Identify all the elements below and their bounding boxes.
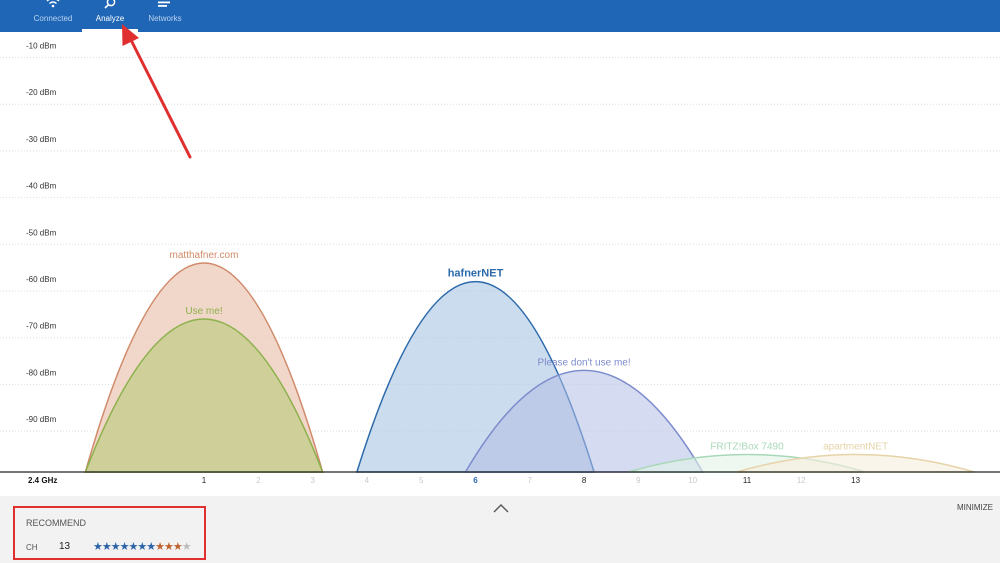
y-tick-label: -30 dBm: [26, 135, 57, 144]
x-tick-label: 5: [419, 476, 424, 485]
x-tick-label: 1: [202, 476, 207, 485]
rating-star-icon: ★: [172, 541, 183, 553]
network-labels: matthafner.com Use me! hafnerNET Please don…: [170, 250, 889, 452]
rating-star-icon: ★: [110, 541, 121, 553]
rating-star-icon: ★: [155, 541, 165, 553]
network-label-fritz-box-7490: FRITZ!Box 7490: [710, 441, 784, 452]
minimize-button[interactable]: MINIMIZE: [957, 503, 993, 512]
x-tick-label: 4: [365, 476, 370, 485]
top-nav-bar: Connected Analyze Networks: [0, 0, 1000, 32]
y-tick-label: -70 dBm: [26, 322, 57, 331]
network-curve-use-me[interactable]: [84, 318, 324, 473]
x-tick-label: 9: [636, 476, 641, 485]
rating-star-icon: ★: [137, 541, 147, 553]
y-tick-label: -10 dBm: [26, 42, 57, 51]
y-tick-label: -20 dBm: [26, 88, 57, 97]
nav-networks-label: Networks: [148, 14, 182, 23]
channel-rating-stars: ★★★★★★★★★★★: [93, 540, 192, 553]
nav-connected-label: Connected: [33, 14, 73, 23]
x-tick-label: 7: [528, 476, 533, 485]
x-tick-label: 6: [473, 476, 478, 485]
recommend-label: RECOMMEND: [26, 518, 86, 528]
y-tick-label: -80 dBm: [26, 368, 57, 377]
x-tick-label: 10: [688, 476, 697, 485]
network-label-hafnernet: hafnerNET: [448, 268, 504, 280]
y-tick-label: -40 dBm: [26, 182, 57, 191]
y-tick-label: -60 dBm: [26, 275, 57, 284]
analyze-search-icon: [80, 0, 140, 10]
x-tick-label: 11: [743, 476, 752, 485]
channel-analyzer-chart: matthafner.com Use me! hafnerNET Please don…: [0, 42, 1000, 485]
chart-axes: -10 dBm -20 dBm -30 dBm -40 dBm -50 dBm -60 d…: [0, 42, 1000, 485]
rating-star-icon: ★: [128, 541, 139, 553]
x-tick-label: 2: [256, 476, 261, 485]
nav-analyze[interactable]: Analyze: [80, 0, 140, 32]
rating-star-icon: ★: [119, 541, 130, 553]
y-tick-label: -90 dBm: [26, 415, 57, 424]
active-tab-indicator: [82, 29, 138, 32]
recommended-channel-value: 13: [59, 541, 71, 552]
x-tick-label: 8: [582, 476, 587, 485]
network-label-matthafner-com: matthafner.com: [170, 250, 239, 261]
wifi-icon: [23, 0, 83, 10]
network-label-apartmentnet: apartmentNET: [823, 441, 888, 452]
y-tick-label: -50 dBm: [26, 228, 57, 237]
network-label-please-don-t-use-me: Please don't use me!: [538, 357, 631, 368]
nav-networks[interactable]: Networks: [135, 0, 195, 32]
x-tick-label: 13: [851, 476, 860, 485]
rating-star-icon: ★: [93, 541, 103, 553]
nav-analyze-label: Analyze: [95, 14, 125, 23]
network-label-use-me: Use me!: [185, 306, 222, 317]
channel-label: CH: [26, 543, 38, 552]
rating-star-icon: ★: [181, 541, 192, 553]
x-tick-label: 3: [310, 476, 315, 485]
x-tick-label: 12: [797, 476, 806, 485]
rating-star-icon: ★: [164, 541, 174, 553]
rating-star-icon: ★: [146, 541, 156, 553]
networks-list-icon: [135, 0, 195, 10]
recommend-panel: MINIMIZE RECOMMEND CH 13 ★★★★★★★★★★★: [0, 496, 1000, 563]
rating-star-icon: ★: [101, 541, 112, 553]
network-curves: [84, 262, 975, 473]
band-label: 2.4 GHz: [28, 476, 57, 485]
network-curve-apartmentnet[interactable]: [736, 453, 975, 473]
recommend-highlight-box: RECOMMEND CH 13 ★★★★★★★★★★★: [13, 506, 206, 560]
nav-connected[interactable]: Connected: [23, 0, 83, 32]
chevron-up-icon[interactable]: [493, 500, 509, 513]
network-curve-please-don-t-use-me[interactable]: [464, 369, 705, 473]
